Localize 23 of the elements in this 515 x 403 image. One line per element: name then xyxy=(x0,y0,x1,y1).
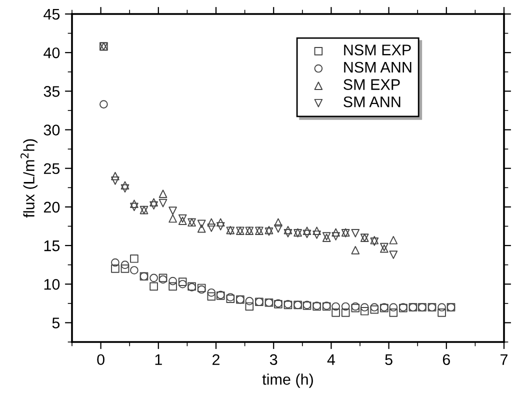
legend-label: NSM ANN xyxy=(344,62,412,73)
x-tick-label: 5 xyxy=(385,354,392,366)
legend-label: SM EXP xyxy=(344,79,400,90)
y-tick-label: 30 xyxy=(44,124,60,136)
x-tick-label: 1 xyxy=(155,354,162,365)
x-tick-label: 0 xyxy=(97,354,104,366)
y-tick-label: 10 xyxy=(44,278,60,290)
y-tick-label: 40 xyxy=(44,47,60,58)
x-tick-label: 2 xyxy=(212,354,220,365)
y-tick-label: 20 xyxy=(44,202,60,213)
x-tick-label: 7 xyxy=(500,354,508,365)
y-tick-label: 35 xyxy=(44,86,60,97)
y-tick-label: 25 xyxy=(44,163,60,174)
legend-label: SM ANN xyxy=(344,96,400,108)
x-tick-label: 4 xyxy=(327,354,335,365)
x-tick-label: 3 xyxy=(270,354,278,366)
x-axis-title: time (h) xyxy=(262,374,313,388)
y-tick-label: 5 xyxy=(52,318,60,328)
y-tick-label: 15 xyxy=(44,240,60,252)
y-tick-label: 45 xyxy=(44,9,60,20)
x-tick-label: 6 xyxy=(442,354,450,366)
y-axis-title: flux (L/m$^{2}$h) xyxy=(20,139,38,218)
legend-label: NSM EXP xyxy=(344,44,411,56)
